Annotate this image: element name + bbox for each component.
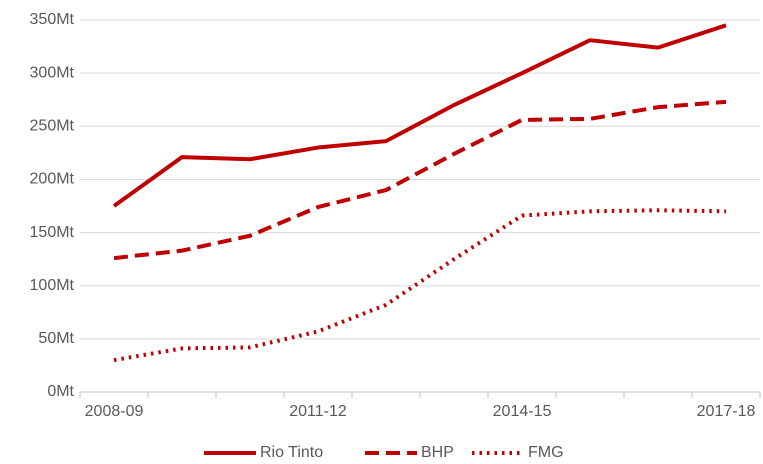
legend-label: BHP bbox=[421, 444, 454, 461]
series-line bbox=[112, 23, 727, 208]
y-tick-label: 50Mt bbox=[38, 330, 74, 347]
x-tick-label: 2014-15 bbox=[493, 403, 552, 420]
legend-label: Rio Tinto bbox=[260, 444, 323, 461]
y-tick-label: 300Mt bbox=[30, 64, 75, 81]
legend-label: FMG bbox=[528, 444, 564, 461]
legend: Rio Tinto BHP FMG bbox=[204, 444, 564, 461]
y-tick-label: 150Mt bbox=[30, 224, 75, 241]
x-tick-label: 2008-09 bbox=[85, 403, 144, 420]
y-tick-label: 250Mt bbox=[30, 118, 75, 135]
y-tick-label: 200Mt bbox=[30, 171, 75, 188]
series-line bbox=[113, 99, 727, 261]
y-tick-label: 100Mt bbox=[30, 277, 75, 294]
y-tick-label: 350Mt bbox=[30, 11, 75, 28]
y-tick-label: 0Mt bbox=[47, 383, 74, 400]
x-tick-label: 2011-12 bbox=[289, 403, 347, 420]
x-tick-label: 2017-18 bbox=[697, 403, 756, 420]
